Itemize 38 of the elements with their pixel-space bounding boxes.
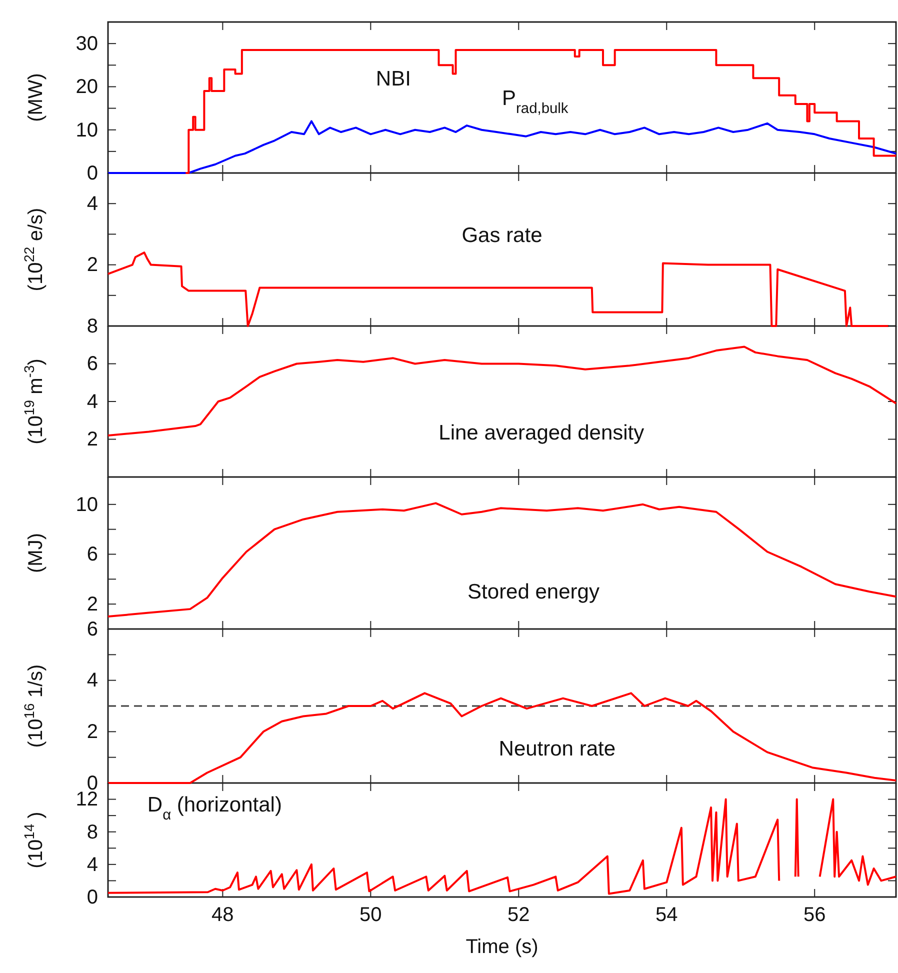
y-tick-label: 4 xyxy=(86,854,98,876)
y-axis-title: (MJ) xyxy=(25,533,47,573)
text: Line averaged density xyxy=(438,421,645,444)
x-tick-label: 56 xyxy=(803,904,826,926)
series-label: NBI xyxy=(376,67,411,90)
y-tick-label: 2 xyxy=(86,593,98,616)
line-series xyxy=(107,692,897,784)
y-tick-label: 4 xyxy=(86,193,98,215)
series-label: Neutron rate xyxy=(498,737,616,760)
y-tick-label: 2 xyxy=(86,721,98,744)
x-tick-label: 54 xyxy=(656,904,678,926)
y-tick-label: 6 xyxy=(86,353,98,376)
x-axis-title: Time (s) xyxy=(466,936,538,958)
y-tick-label: 10 xyxy=(76,494,98,516)
y-tick-label: 4 xyxy=(86,390,98,413)
text: Stored energy xyxy=(468,580,600,604)
y-tick-label: 2 xyxy=(86,428,98,451)
y-tick-label: 30 xyxy=(76,32,98,55)
y-tick-label: 8 xyxy=(86,821,98,844)
line-series xyxy=(107,252,890,327)
y-tick-label: 0 xyxy=(86,886,98,908)
line-series xyxy=(107,502,897,618)
x-tick-label: 50 xyxy=(360,904,382,926)
y-tick-label: 4 xyxy=(86,670,98,692)
y-axis-title: (MW) xyxy=(25,73,47,122)
y-tick-label: 20 xyxy=(76,76,98,98)
y-tick-label: 10 xyxy=(76,119,98,142)
series-label: P$_{rad,bulk}$ xyxy=(502,87,569,118)
y-tick-label: 2 xyxy=(86,254,98,276)
line-series xyxy=(107,120,897,174)
x-tick-label: 52 xyxy=(508,904,530,926)
x-tick-label: 48 xyxy=(212,904,234,926)
y-tick-label: 0 xyxy=(86,162,98,184)
y-tick-label: 8 xyxy=(86,315,98,338)
series-label: Gas rate xyxy=(462,224,542,247)
y-tick-label: 6 xyxy=(86,618,98,640)
text: D$_{α}$ (horizontal) xyxy=(147,794,282,824)
y-tick-label: 6 xyxy=(86,544,98,566)
